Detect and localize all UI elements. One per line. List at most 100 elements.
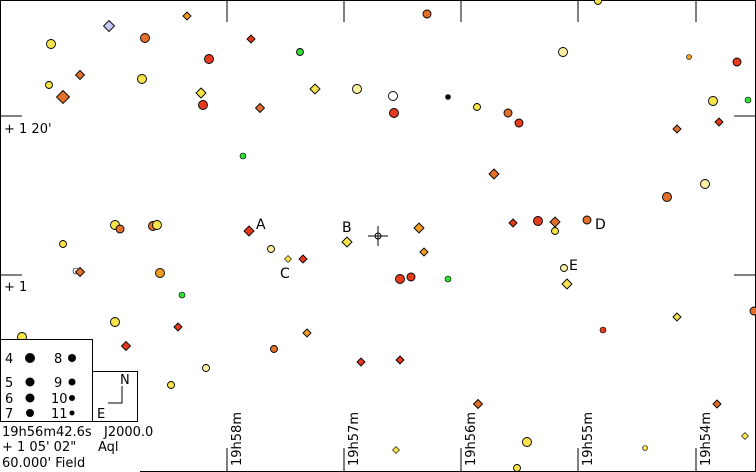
legend-dot-6: [25, 393, 35, 403]
star-point: [508, 218, 518, 228]
star-point: [137, 74, 147, 84]
star-point: [599, 326, 607, 334]
legend-dot-9: [68, 378, 76, 386]
star-point: [533, 216, 543, 226]
dec-tick-marks: [0, 115, 756, 276]
star-point: [672, 124, 682, 134]
star-point: [741, 432, 749, 440]
star-point: [302, 328, 312, 338]
star-point: [270, 345, 278, 353]
star-point: [388, 91, 398, 101]
star-point: [700, 179, 710, 189]
ra-label-5: 19h54m: [699, 412, 714, 466]
star-point: [549, 216, 561, 228]
star-point: [712, 399, 722, 409]
magnitude-legend: 4 8 5 9 6 10 7 11: [0, 339, 93, 422]
ra-tick-marks: [226, 0, 697, 472]
star-point: [182, 11, 192, 21]
star-point: [298, 254, 308, 264]
legend-dot-4: [25, 353, 35, 363]
ra-label-2: 19h57m: [347, 412, 362, 466]
star-point: [202, 364, 210, 372]
star-point: [392, 446, 400, 454]
stars-layer: [17, 0, 756, 472]
star-point: [74, 266, 86, 278]
dec-label-1: + 1 20': [4, 122, 52, 137]
star-point: [686, 54, 692, 60]
star-label-c: C: [280, 266, 290, 282]
star-point: [389, 108, 399, 118]
star-point: [582, 215, 592, 225]
star-point: [473, 103, 481, 111]
legend-mag-9: 9: [54, 376, 62, 391]
compass-n: N: [120, 373, 130, 388]
center-constellation: Aql: [98, 440, 119, 455]
star-point: [503, 108, 513, 118]
compass-arrow-icon: [108, 386, 123, 404]
star-point: [284, 255, 292, 263]
star-point: [413, 222, 425, 234]
star-point: [309, 83, 321, 95]
star-point: [296, 48, 304, 56]
center-crosshair-icon: [368, 226, 388, 246]
star-point: [59, 240, 67, 248]
star-point: [204, 54, 214, 64]
center-dec: + 1 05' 02": [2, 440, 76, 455]
star-point: [140, 33, 150, 43]
star-point: [341, 236, 353, 248]
star-point: [488, 168, 500, 180]
legend-dot-8: [68, 354, 76, 362]
legend-mag-8: 8: [54, 352, 62, 367]
star-point: [55, 89, 71, 105]
star-point: [46, 39, 56, 49]
center-ra: 19h56m42.6s: [2, 425, 92, 440]
star-label-a: A: [256, 217, 266, 233]
legend-dot-10: [69, 395, 75, 401]
star-point: [642, 445, 648, 451]
star-label-b: B: [342, 220, 352, 236]
compass: N E: [92, 371, 138, 422]
star-point: [198, 100, 208, 110]
compass-e: E: [97, 407, 105, 422]
ra-label-3: 19h56m: [464, 412, 479, 466]
star-point: [356, 357, 366, 367]
legend-mag-10: 10: [51, 392, 68, 407]
star-labels: A B C D E: [256, 217, 606, 282]
center-epoch: J2000.0: [103, 425, 153, 440]
star-label-e: E: [569, 258, 578, 274]
field-info: 19h56m42.6s J2000.0 + 1 05' 02" Aql 60.0…: [0, 422, 153, 472]
legend-dot-11: [69, 410, 75, 416]
star-point: [749, 306, 756, 316]
ra-label-4: 19h55m: [581, 412, 596, 466]
star-point: [254, 102, 266, 114]
star-point: [522, 437, 532, 447]
star-point: [243, 225, 255, 237]
star-point: [110, 317, 120, 327]
star-point: [155, 268, 165, 278]
star-point: [173, 322, 183, 332]
star-point: [514, 118, 524, 128]
star-point: [102, 19, 116, 33]
legend-dot-5: [25, 377, 35, 387]
star-point: [246, 34, 256, 44]
star-point: [561, 278, 573, 290]
star-point: [744, 96, 752, 104]
star-point: [178, 291, 186, 299]
star-point: [395, 274, 405, 284]
star-point: [352, 84, 362, 94]
star-point: [558, 47, 568, 57]
legend-mag-6: 6: [5, 392, 13, 407]
star-point: [551, 227, 559, 235]
legend-mag-4: 4: [5, 352, 13, 367]
star-point: [708, 96, 718, 106]
star-point: [422, 9, 432, 19]
star-point: [152, 220, 162, 230]
star-point: [195, 87, 207, 99]
ra-label-1: 19h58m: [230, 412, 245, 466]
star-point: [74, 69, 86, 81]
star-point: [714, 117, 724, 127]
star-point: [267, 245, 275, 253]
star-point: [167, 381, 175, 389]
star-label-d: D: [595, 217, 606, 233]
